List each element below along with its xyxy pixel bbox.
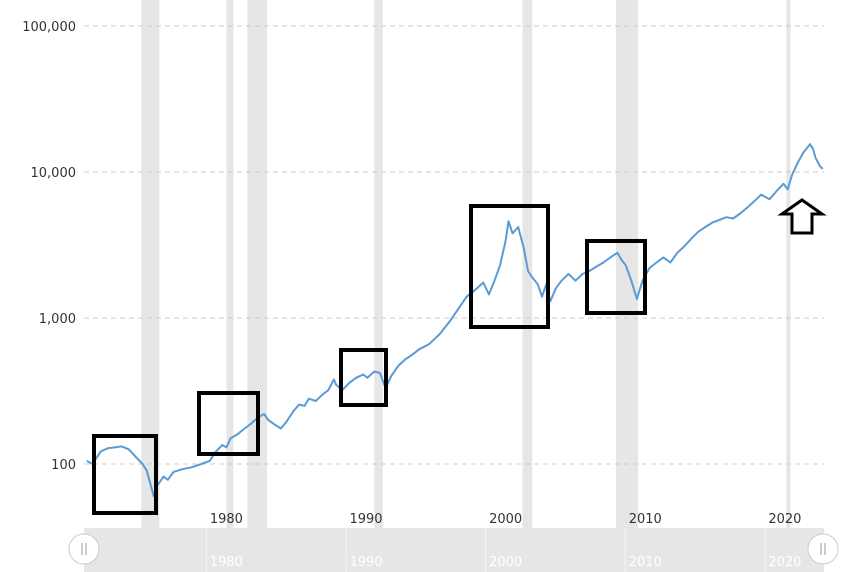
x-tick-label: 2000 (489, 512, 522, 527)
recession-band (615, 0, 639, 530)
recession-band (247, 0, 267, 530)
annotation-box-1970s (92, 434, 158, 515)
up-arrow-icon (777, 198, 827, 235)
x-tick-label: 1980 (210, 512, 243, 527)
y-tick-label: 1,000 (39, 312, 76, 327)
y-axis-ticks: 100 1,000 10,000 100,000 (22, 20, 76, 473)
navigator-tick-label: 2010 (629, 555, 662, 570)
x-tick-label: 2020 (768, 512, 801, 527)
navigator-tick-label: 1980 (210, 555, 243, 570)
recession-band (786, 0, 791, 530)
y-tick-label: 10,000 (31, 166, 77, 181)
recession-band (374, 0, 383, 530)
annotation-boxes (92, 204, 647, 515)
grid-lines (84, 25, 824, 465)
navigator-tick-label: 2020 (768, 555, 801, 570)
navigator-handle-left[interactable] (68, 533, 100, 565)
y-tick-label: 100,000 (22, 20, 76, 35)
navigator-background (84, 528, 824, 572)
recession-bands (141, 0, 791, 530)
x-tick-label: 2010 (629, 512, 662, 527)
navigator[interactable]: 1980 1990 2000 2010 2020 (68, 528, 839, 572)
x-tick-label: 1990 (349, 512, 382, 527)
navigator-tick-label: 1990 (349, 555, 382, 570)
recession-band (226, 0, 234, 530)
y-tick-label: 100 (51, 458, 76, 473)
navigator-ticks: 1980 1990 2000 2010 2020 (205, 528, 801, 572)
navigator-handle-right[interactable] (807, 533, 839, 565)
annotation-box-1980s (197, 391, 260, 456)
annotation-box-2008 (585, 239, 647, 315)
annotation-box-2000 (469, 204, 550, 329)
recession-band (141, 0, 160, 530)
series-line (86, 143, 824, 498)
navigator-tick-label: 2000 (489, 555, 522, 570)
annotation-box-1990 (339, 348, 388, 407)
